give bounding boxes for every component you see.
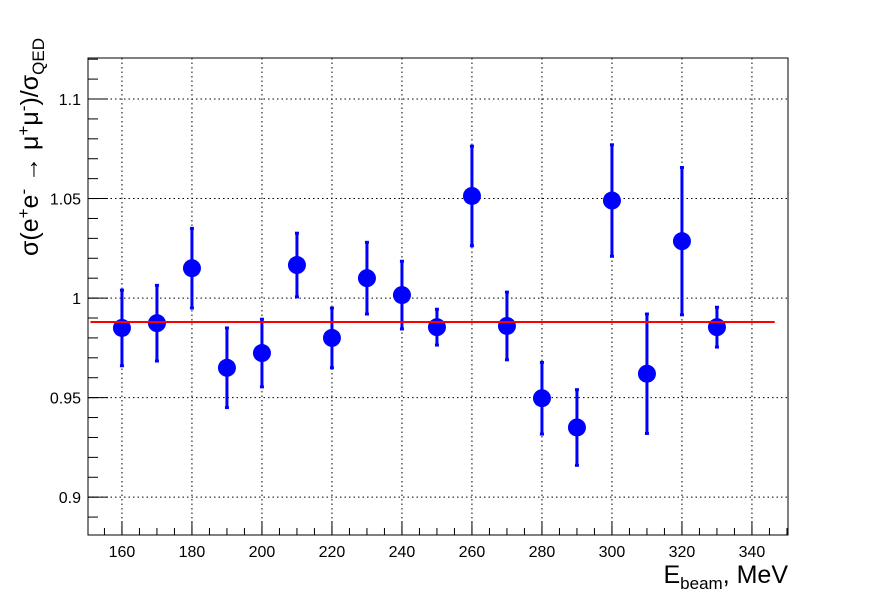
data-point — [532, 389, 551, 408]
y-tick-label: 0.9 — [59, 490, 81, 507]
x-tick-label: 320 — [669, 544, 696, 561]
data-point — [287, 256, 306, 275]
x-tick-label: 300 — [599, 544, 626, 561]
y-title-part: → μ — [16, 136, 44, 189]
data-point — [252, 344, 271, 363]
data-point — [602, 191, 621, 210]
y-tick-label: 0.95 — [50, 391, 81, 408]
data-point — [427, 318, 446, 337]
data-point — [392, 286, 411, 305]
data-point — [707, 318, 726, 337]
x-tick-label: 160 — [109, 544, 136, 561]
x-title-part: beam — [680, 574, 723, 593]
data-point — [217, 358, 236, 377]
y-axis-title: σ(e+e- → μ+μ-)/σQED — [14, 38, 48, 256]
x-tick-label: 220 — [319, 544, 346, 561]
y-title-part: μ — [16, 111, 44, 125]
data-point — [112, 318, 131, 337]
data-point — [497, 316, 516, 335]
x-tick-label: 240 — [389, 544, 416, 561]
plot-frame — [87, 57, 789, 536]
y-title-part: σ(e — [16, 218, 44, 256]
data-point — [567, 418, 586, 437]
x-axis-title: Ebeam, MeV — [663, 561, 788, 593]
data-point — [322, 328, 341, 347]
y-title-part: )/σ — [16, 74, 44, 105]
y-tick-label: 1 — [72, 291, 81, 308]
y-title-part: + — [14, 126, 33, 136]
data-point — [147, 314, 166, 333]
y-title-part: + — [14, 208, 33, 218]
data-point — [357, 269, 376, 288]
y-title-part: - — [14, 106, 33, 112]
x-tick-label: 280 — [529, 544, 556, 561]
data-point — [182, 259, 201, 278]
x-title-part: , MeV — [723, 561, 789, 589]
y-tick-label: 1.1 — [59, 92, 81, 109]
data-point — [462, 186, 481, 205]
x-tick-label: 340 — [739, 544, 766, 561]
y-title-part: - — [14, 189, 33, 195]
y-title-part: e — [16, 195, 44, 209]
x-title-part: E — [663, 561, 680, 589]
data-point — [672, 232, 691, 251]
x-tick-label: 260 — [459, 544, 486, 561]
x-tick-label: 200 — [249, 544, 276, 561]
y-title-part: QED — [29, 38, 48, 75]
x-tick-label: 180 — [179, 544, 206, 561]
data-point — [637, 364, 656, 383]
y-tick-label: 1.05 — [50, 192, 81, 209]
